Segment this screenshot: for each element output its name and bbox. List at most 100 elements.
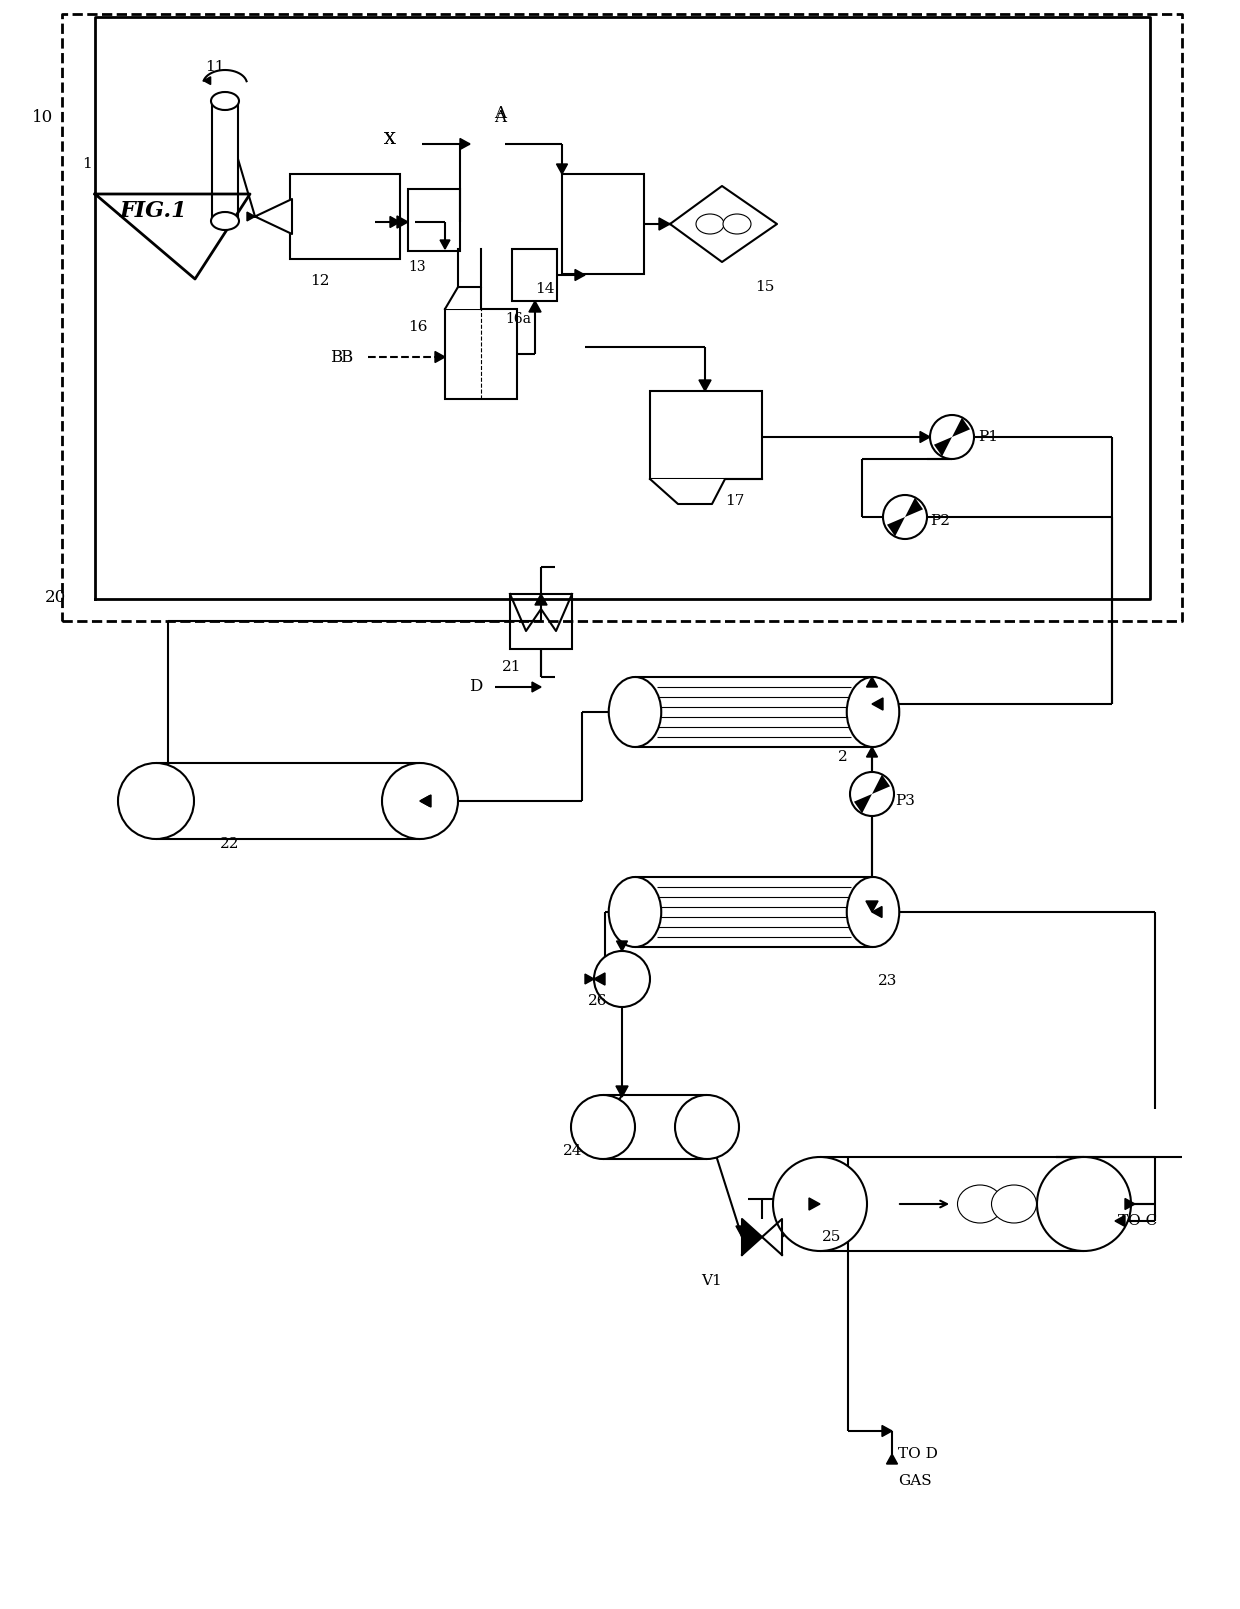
- Text: B: B: [340, 349, 352, 365]
- Polygon shape: [420, 795, 430, 806]
- Text: V1: V1: [702, 1274, 722, 1287]
- Text: 11: 11: [205, 60, 224, 74]
- Bar: [512, 249, 557, 301]
- Polygon shape: [872, 698, 883, 710]
- Ellipse shape: [723, 214, 751, 233]
- Polygon shape: [866, 901, 878, 912]
- Text: 10: 10: [32, 108, 53, 126]
- Polygon shape: [616, 1086, 627, 1097]
- Text: 24: 24: [563, 1144, 582, 1158]
- Ellipse shape: [211, 92, 239, 109]
- Text: X: X: [384, 130, 396, 148]
- Polygon shape: [616, 941, 627, 951]
- Text: 20: 20: [45, 589, 66, 605]
- Ellipse shape: [847, 677, 899, 747]
- Polygon shape: [435, 351, 445, 362]
- Polygon shape: [763, 1220, 782, 1255]
- Polygon shape: [532, 682, 541, 692]
- Bar: [510, 594, 572, 648]
- Polygon shape: [854, 793, 872, 814]
- Text: P3: P3: [895, 793, 915, 808]
- Text: P2: P2: [930, 513, 950, 528]
- Polygon shape: [699, 380, 711, 391]
- Bar: [290, 174, 401, 259]
- Polygon shape: [934, 438, 952, 457]
- Ellipse shape: [382, 763, 458, 838]
- Polygon shape: [557, 164, 568, 174]
- Polygon shape: [867, 747, 878, 756]
- Circle shape: [930, 415, 973, 459]
- Ellipse shape: [609, 877, 661, 948]
- Text: D: D: [469, 679, 482, 695]
- Text: 23: 23: [878, 973, 898, 988]
- Polygon shape: [882, 1426, 892, 1437]
- Text: 14: 14: [536, 282, 556, 296]
- Text: 2: 2: [838, 750, 848, 764]
- Polygon shape: [529, 301, 541, 312]
- Polygon shape: [594, 973, 605, 985]
- Polygon shape: [247, 212, 255, 220]
- Circle shape: [849, 772, 894, 816]
- Text: 22: 22: [219, 837, 239, 851]
- Polygon shape: [1125, 1199, 1135, 1210]
- Text: 17: 17: [725, 494, 744, 508]
- Ellipse shape: [1037, 1157, 1131, 1252]
- Polygon shape: [534, 594, 547, 605]
- Ellipse shape: [609, 677, 661, 747]
- Polygon shape: [255, 200, 291, 233]
- Text: 21: 21: [502, 660, 522, 674]
- Ellipse shape: [992, 1184, 1037, 1223]
- Polygon shape: [670, 187, 777, 262]
- Polygon shape: [460, 138, 470, 150]
- Ellipse shape: [118, 763, 193, 838]
- Bar: [562, 174, 644, 274]
- Polygon shape: [585, 973, 594, 985]
- Text: 15: 15: [755, 280, 774, 294]
- Text: 12: 12: [310, 274, 330, 288]
- Ellipse shape: [847, 877, 899, 948]
- Ellipse shape: [211, 212, 239, 230]
- Polygon shape: [872, 774, 890, 793]
- Polygon shape: [420, 795, 432, 808]
- Polygon shape: [658, 217, 670, 230]
- Circle shape: [594, 951, 650, 1007]
- Text: P1: P1: [978, 430, 998, 444]
- Bar: [650, 391, 763, 479]
- Polygon shape: [905, 497, 923, 516]
- Polygon shape: [808, 1199, 820, 1210]
- Polygon shape: [920, 431, 930, 442]
- Text: 13: 13: [408, 261, 425, 274]
- Ellipse shape: [696, 214, 724, 233]
- Polygon shape: [887, 516, 905, 536]
- Polygon shape: [650, 479, 763, 504]
- Polygon shape: [397, 216, 408, 228]
- Polygon shape: [575, 269, 585, 280]
- Text: 26: 26: [588, 994, 608, 1007]
- Text: 1: 1: [82, 158, 92, 171]
- Text: 25: 25: [822, 1229, 842, 1244]
- Polygon shape: [887, 1455, 898, 1464]
- Text: A: A: [494, 106, 506, 122]
- Text: TO D: TO D: [898, 1446, 937, 1461]
- Polygon shape: [952, 418, 970, 438]
- Polygon shape: [95, 195, 250, 278]
- Text: B: B: [330, 349, 342, 365]
- Polygon shape: [867, 677, 878, 687]
- Text: GAS: GAS: [898, 1474, 931, 1488]
- Polygon shape: [391, 217, 401, 227]
- Text: TO C: TO C: [1118, 1215, 1157, 1228]
- Ellipse shape: [773, 1157, 867, 1252]
- Polygon shape: [203, 77, 211, 85]
- Text: A: A: [494, 108, 506, 126]
- Ellipse shape: [675, 1096, 739, 1158]
- Text: 16: 16: [408, 320, 428, 335]
- Circle shape: [883, 496, 928, 539]
- Text: X: X: [384, 130, 396, 148]
- Bar: [408, 188, 460, 251]
- Polygon shape: [440, 240, 450, 249]
- Ellipse shape: [570, 1096, 635, 1158]
- Polygon shape: [742, 1220, 763, 1255]
- Polygon shape: [445, 286, 481, 309]
- Ellipse shape: [957, 1184, 1002, 1223]
- Bar: [445, 309, 517, 399]
